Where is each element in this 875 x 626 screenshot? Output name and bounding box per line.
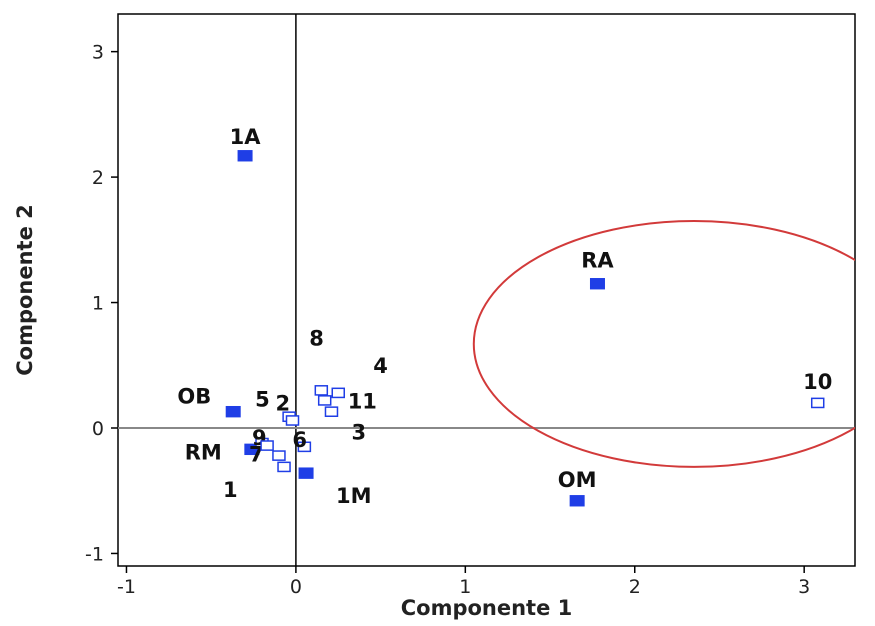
y-axis-title: Componente 2 xyxy=(13,204,37,376)
highlight-ellipse xyxy=(472,220,855,468)
y-axis-ticks: -1 0 1 2 3 xyxy=(85,42,118,565)
point-label: 1M xyxy=(336,484,372,508)
x-tick-label: -1 xyxy=(117,576,136,598)
point-label: 5 xyxy=(255,388,270,412)
point-label: 10 xyxy=(803,370,832,394)
highlight-ellipse-layer xyxy=(472,220,855,468)
x-tick-label: 1 xyxy=(459,576,471,598)
point-label: OB xyxy=(177,385,211,409)
plot-area-frame xyxy=(117,13,856,567)
point-label: 4 xyxy=(373,354,388,378)
point-marker-filled xyxy=(569,495,585,507)
x-axis-title: Componente 1 xyxy=(401,596,573,620)
point-marker-hollow xyxy=(272,450,286,461)
point-label: 3 xyxy=(351,421,366,445)
x-axis-ticks: -1 0 1 2 3 xyxy=(117,566,810,598)
point-marker-filled xyxy=(298,467,314,479)
point-label: 1A xyxy=(230,125,262,149)
point-marker-hollow xyxy=(277,461,291,473)
point-label: 2 xyxy=(276,391,291,415)
point-marker-hollow xyxy=(314,385,329,396)
y-tick-label: 1 xyxy=(92,293,104,315)
point-marker-hollow xyxy=(317,395,332,406)
point-marker-hollow xyxy=(297,441,312,453)
point-label: 1 xyxy=(223,478,238,502)
point-marker-filled xyxy=(244,443,260,456)
point-label: RA xyxy=(581,249,614,273)
point-label: 7 xyxy=(249,443,264,467)
point-marker-hollow xyxy=(810,397,825,409)
y-tick-label: 0 xyxy=(92,418,104,440)
y-tick-label: -1 xyxy=(85,543,104,565)
y-tick-label: 2 xyxy=(92,167,104,189)
point-label: 8 xyxy=(309,326,324,350)
point-marker-hollow xyxy=(324,406,339,418)
point-marker-hollow xyxy=(331,387,346,399)
point-marker-hollow xyxy=(260,440,274,451)
point-marker-hollow xyxy=(285,415,300,426)
point-label: 6 xyxy=(292,428,307,452)
point-marker-filled xyxy=(225,405,241,418)
point-label: RM xyxy=(185,440,222,464)
y-tick-label: 3 xyxy=(92,42,104,64)
point-label: OM xyxy=(558,468,597,492)
point-marker-filled xyxy=(237,150,253,162)
reference-lines xyxy=(118,14,855,566)
x-tick-label: 0 xyxy=(290,576,302,598)
x-tick-label: 2 xyxy=(629,576,641,598)
point-marker-filled xyxy=(589,278,605,290)
point-label: 11 xyxy=(348,389,377,413)
x-tick-label: 3 xyxy=(798,576,810,598)
